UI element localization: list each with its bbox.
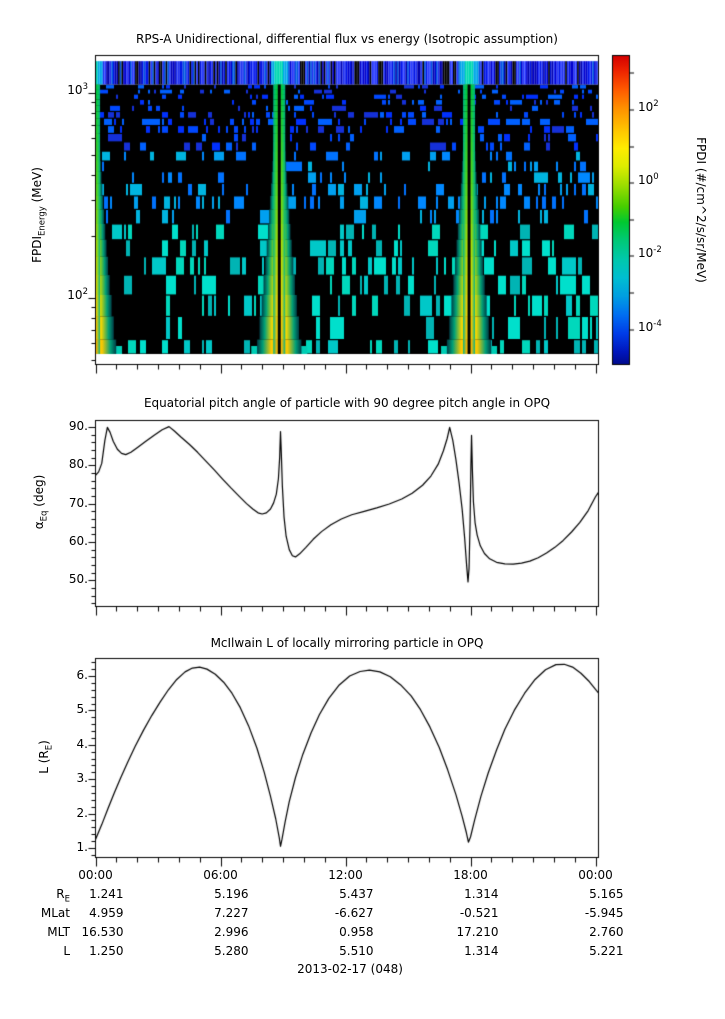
time-tick-label: 06:00 (203, 868, 238, 882)
pitch-angle-panel-title: Equatorial pitch angle of particle with … (143, 396, 551, 410)
table-value: 2.996 (214, 925, 249, 939)
table-value: 5.221 (589, 944, 624, 958)
power-base: 10 (638, 100, 654, 114)
colorbar-tick-label: 102 (638, 100, 659, 114)
power-base: 10 (67, 288, 83, 302)
pitch-angle-y-tick-label: 50. (68, 572, 88, 587)
flux-panel-title: RPS-A Unidirectional, differential flux … (136, 32, 558, 46)
l-shell-y-tick-label: 1. (76, 840, 88, 854)
power-base: 10 (638, 246, 654, 261)
l-shell-y-axis-label-text: L (R (37, 750, 51, 774)
colorbar-tick-label: 10-4 (638, 318, 662, 334)
table-value: 5.437 (339, 887, 374, 901)
power-base: 10 (638, 319, 654, 334)
power-exponent: 2 (653, 99, 659, 109)
time-tick-label: 18:00 (453, 868, 488, 882)
table-value: -0.521 (459, 906, 499, 920)
table-value: 5.165 (589, 887, 624, 901)
table-row-label: RE (0, 887, 70, 905)
table-value: 5.280 (214, 944, 249, 958)
colorbar-axis-label: FPDI (#/cm^2/s/sr/MeV) (694, 137, 708, 283)
pitch-angle-y-axis-label-subscript: Eq (39, 510, 50, 522)
table-value: -5.945 (584, 906, 624, 920)
table-row-label: L (0, 944, 70, 958)
mcilwain-l-panel-title: McIlwain L of locally mirroring particle… (210, 636, 484, 650)
pitch-angle-y-tick-label: 90. (68, 419, 88, 433)
power-base: 10 (638, 173, 654, 188)
table-row-label-text: MLat (40, 906, 70, 920)
table-row-label-text: L (63, 944, 70, 958)
flux-y-axis-label-subscript: Energy (37, 206, 48, 236)
pitch-angle-y-tick-label: 60. (68, 533, 88, 548)
l-shell-y-tick-label: 5. (76, 702, 88, 717)
l-shell-y-tick-label: 4. (76, 736, 88, 751)
table-value: 5.196 (214, 887, 249, 901)
pitch-angle-y-axis-label: αEq (deg) (32, 474, 50, 530)
l-shell-y-axis-label-units: ) (37, 740, 51, 745)
flux-y-tick-label: 102 (46, 288, 88, 302)
power-exponent: -2 (653, 245, 662, 256)
flux-y-axis-label-text: FPDI (30, 235, 44, 263)
table-value: 1.241 (89, 887, 124, 901)
table-value: 17.210 (456, 925, 499, 939)
table-value: 0.958 (339, 925, 374, 939)
table-row-label-text: R (56, 887, 65, 901)
table-value: 5.510 (339, 944, 374, 958)
table-row-label-text: MLT (47, 925, 70, 939)
l-shell-y-tick-label: 2. (76, 805, 88, 820)
table-value: 7.227 (214, 906, 249, 920)
power-exponent: 0 (653, 172, 659, 183)
power-exponent: 2 (82, 287, 88, 297)
time-tick-label: 00:00 (78, 868, 113, 882)
date-label: 2013-02-17 (048) (297, 962, 403, 976)
table-row-label: MLat (0, 906, 70, 920)
pitch-angle-y-tick-label: 70. (68, 495, 88, 510)
l-shell-y-axis-label: L (RE) (37, 740, 54, 774)
pitch-angle-y-tick-label: 80. (68, 457, 88, 472)
table-value: 1.314 (464, 887, 499, 901)
l-shell-y-tick-label: 6. (76, 668, 88, 682)
table-value: 1.314 (464, 944, 499, 958)
colorbar-tick-label: 10-2 (638, 246, 662, 260)
power-exponent: -4 (653, 318, 662, 329)
table-row-label: MLT (0, 925, 70, 939)
table-row-label-subscript: E (64, 894, 70, 905)
time-tick-label: 00:00 (578, 868, 613, 882)
pitch-angle-y-axis-label-text: α (32, 521, 46, 530)
table-value: 1.250 (89, 944, 124, 958)
pitch-angle-y-axis-label-units: (deg) (32, 474, 46, 511)
table-value: 16.530 (81, 925, 124, 939)
power-exponent: 3 (82, 82, 88, 92)
flux-y-tick-label: 103 (46, 83, 88, 97)
table-value: 4.959 (89, 906, 124, 920)
table-value: -6.627 (334, 906, 374, 920)
flux-y-axis-label-units: (MeV) (30, 167, 44, 207)
colorbar-tick-label: 100 (638, 173, 659, 187)
time-tick-label: 12:00 (328, 868, 363, 882)
l-shell-y-tick-label: 3. (76, 771, 88, 786)
power-base: 10 (67, 83, 83, 97)
table-value: 2.760 (589, 925, 624, 939)
flux-y-axis-label: FPDIEnergy (MeV) (30, 167, 48, 263)
